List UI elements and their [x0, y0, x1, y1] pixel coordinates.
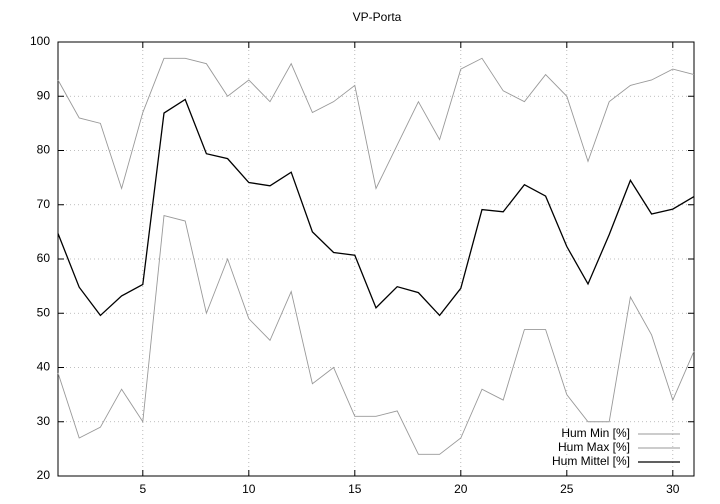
- legend-label: Hum Mittel [%]: [552, 454, 630, 468]
- x-tick-label: 10: [242, 482, 256, 496]
- y-tick-label: 50: [37, 305, 51, 319]
- y-tick-label: 40: [37, 360, 51, 374]
- x-tick-label: 15: [348, 482, 362, 496]
- y-tick-label: 20: [37, 468, 51, 482]
- x-tick-label: 5: [139, 482, 146, 496]
- chart-title: VP-Porta: [353, 10, 402, 24]
- x-tick-label: 25: [560, 482, 574, 496]
- y-tick-label: 70: [37, 197, 51, 211]
- y-tick-label: 60: [37, 251, 51, 265]
- y-tick-label: 100: [30, 34, 50, 48]
- legend-label: Hum Max [%]: [558, 440, 630, 454]
- x-tick-label: 30: [666, 482, 680, 496]
- legend-label: Hum Min [%]: [561, 426, 630, 440]
- y-tick-label: 30: [37, 414, 51, 428]
- plot-frame: [57, 41, 695, 477]
- data-line: [57, 215, 695, 455]
- y-tick-label: 80: [37, 143, 51, 157]
- data-line: [57, 98, 695, 317]
- x-tick-label: 20: [454, 482, 468, 496]
- data-line: [57, 57, 695, 191]
- y-tick-label: 90: [37, 88, 51, 102]
